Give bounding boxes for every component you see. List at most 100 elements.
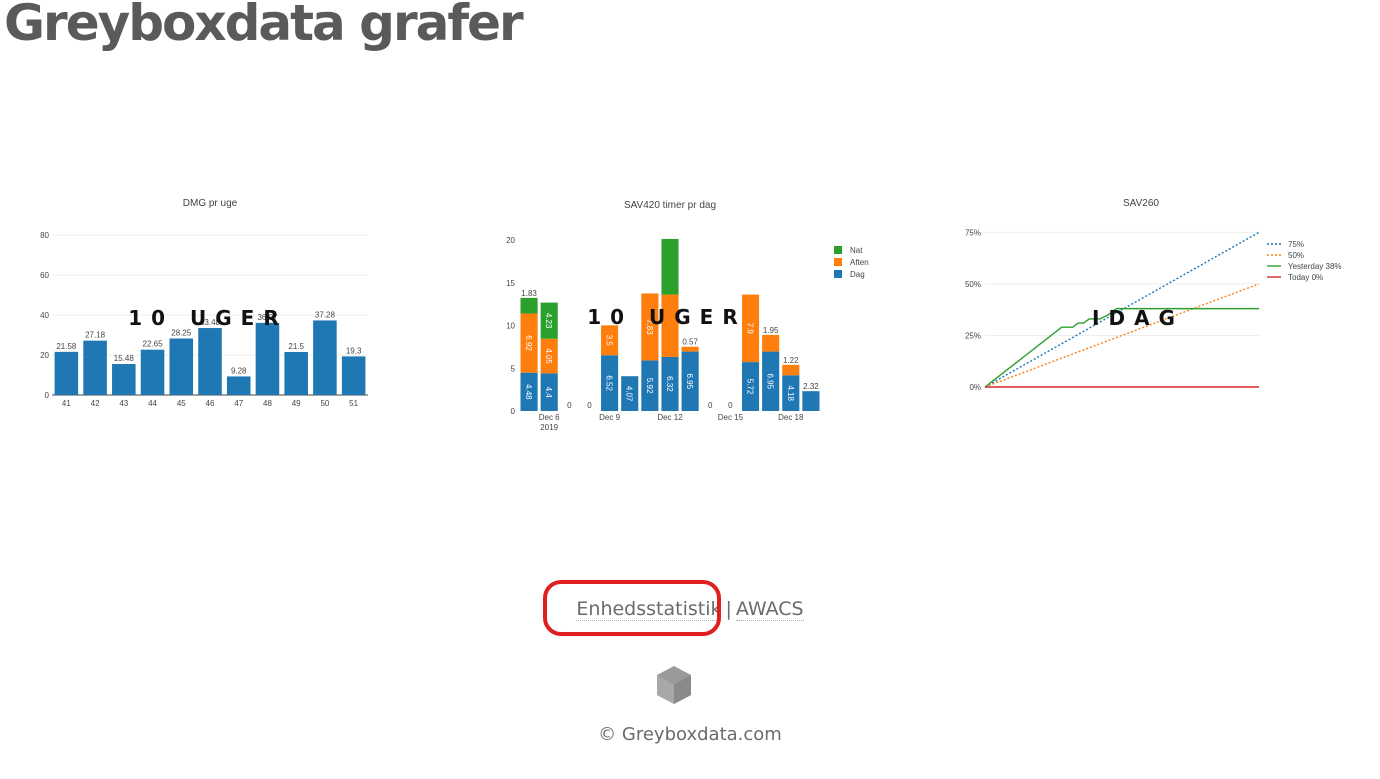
legend-label: Aften — [850, 258, 869, 267]
x-tick-label: 47 — [234, 399, 243, 408]
data-label: 1.22 — [783, 356, 799, 365]
data-label: 4.07 — [625, 386, 634, 402]
legend-swatch — [834, 258, 842, 266]
data-label: 9.28 — [231, 366, 247, 375]
data-label: 4.48 — [524, 384, 533, 400]
data-label: 4.23 — [544, 313, 553, 329]
data-label: 37.28 — [315, 310, 336, 319]
y-tick-label: 0 — [45, 391, 50, 400]
sav420-daily-chart: SAV420 timer pr dag 0 5 10 15 20 4.48 6.92 1.83 4… — [506, 200, 869, 432]
data-label: 1.83 — [521, 289, 537, 298]
data-label: 4.05 — [544, 348, 553, 364]
data-label: 21.5 — [288, 342, 304, 351]
data-label: 4.4 — [544, 387, 553, 399]
bar-segment — [762, 334, 780, 352]
legend-swatch — [834, 246, 842, 254]
x-tick-label: 49 — [292, 399, 301, 408]
data-label: 1.95 — [763, 326, 779, 335]
bar-segment — [520, 372, 538, 411]
y-tick-label: 5 — [511, 364, 516, 373]
bar — [83, 340, 107, 395]
data-label: 6.95 — [685, 373, 694, 389]
y-tick-label: 25% — [965, 331, 981, 340]
chart-title: SAV260 — [1123, 198, 1159, 209]
sav260-line-chart: SAV260 0% 25% 50% 75% 75% 50% Yesterday 38% Toda… — [965, 198, 1342, 392]
x-tick-label: Dec 15 — [718, 413, 744, 422]
bar-segment — [762, 351, 780, 411]
data-label: 21.58 — [56, 342, 77, 351]
x-tick-label: Dec 9 — [599, 413, 620, 422]
bar-segment — [621, 376, 639, 411]
link-awacs[interactable]: AWACS — [735, 598, 804, 621]
bar-segment — [741, 362, 760, 411]
bar-segment — [741, 294, 760, 363]
series-line — [984, 231, 1260, 388]
data-label: 2.32 — [803, 382, 819, 391]
y-tick-label: 50% — [965, 280, 981, 289]
bar — [313, 320, 337, 395]
data-label: 7.83 — [645, 319, 654, 335]
data-label: 6.52 — [605, 375, 614, 391]
data-label: 0.57 — [682, 338, 698, 347]
bar — [198, 328, 222, 395]
data-label: 4.18 — [786, 385, 795, 401]
legend: Nat Aften Dag — [834, 246, 869, 279]
data-label: 27.18 — [85, 331, 106, 340]
zero-label: 0 — [567, 401, 572, 410]
bar — [54, 351, 79, 395]
y-tick-label: 10 — [506, 322, 515, 331]
y-tick-label: 20 — [506, 236, 515, 245]
bar — [112, 364, 136, 395]
x-tick-label: Dec 12 — [657, 413, 683, 422]
bar — [284, 352, 308, 395]
bar-segment — [641, 360, 659, 411]
bar-segment — [641, 293, 659, 361]
x-tick-label: 42 — [91, 399, 100, 408]
bar-segment — [540, 302, 558, 339]
overlay-label: IDAG — [1092, 306, 1184, 330]
bar-segment — [520, 313, 538, 373]
x-tick-label: 51 — [349, 399, 358, 408]
bar — [169, 338, 194, 395]
data-label: 5.92 — [645, 378, 654, 394]
highlight-annotation — [543, 580, 721, 636]
x-tick-label: 45 — [177, 399, 186, 408]
bar-segment — [681, 351, 699, 411]
y-tick-label: 80 — [40, 231, 49, 240]
bar — [255, 322, 280, 395]
bar — [140, 349, 165, 395]
overlay-label: 10 UGER — [128, 306, 288, 330]
legend-label: Today 0% — [1288, 273, 1323, 282]
footer-separator: | — [725, 598, 732, 620]
data-label: 22.65 — [143, 340, 164, 349]
chart-title: SAV420 timer pr dag — [624, 200, 716, 211]
legend-label: 75% — [1288, 240, 1304, 249]
data-label: 5.72 — [746, 379, 755, 395]
x-tick-label: 44 — [148, 399, 157, 408]
series-line — [984, 307, 1259, 388]
y-tick-label: 0 — [511, 407, 516, 416]
x-tick-label: 43 — [119, 399, 128, 408]
bar-segment — [661, 238, 679, 295]
x-tick-label: 50 — [320, 399, 329, 408]
zero-label: 0 — [728, 401, 733, 410]
data-label: 3.5 — [605, 335, 614, 347]
x-tick-label: Dec 18 — [778, 413, 804, 422]
page-title: Greyboxdata grafer — [4, 0, 524, 52]
x-tick-label: 46 — [206, 399, 215, 408]
data-label: 19.3 — [346, 346, 362, 355]
link-enhedsstatistik[interactable]: Enhedsstatistik — [576, 598, 722, 621]
data-label: 6.95 — [766, 373, 775, 389]
copyright: © Greyboxdata.com — [598, 724, 782, 745]
data-label: 6.32 — [665, 376, 674, 392]
cube-icon — [657, 666, 691, 704]
chart-title: DMG pr uge — [183, 198, 238, 209]
data-label: 33.48 — [200, 318, 221, 327]
y-tick-label: 40 — [40, 311, 49, 320]
data-label: 15.48 — [114, 354, 135, 363]
bar — [341, 356, 366, 395]
series-line — [984, 283, 1260, 388]
bar-segment — [520, 297, 538, 314]
bar — [226, 376, 251, 395]
y-tick-label: 20 — [40, 351, 49, 360]
